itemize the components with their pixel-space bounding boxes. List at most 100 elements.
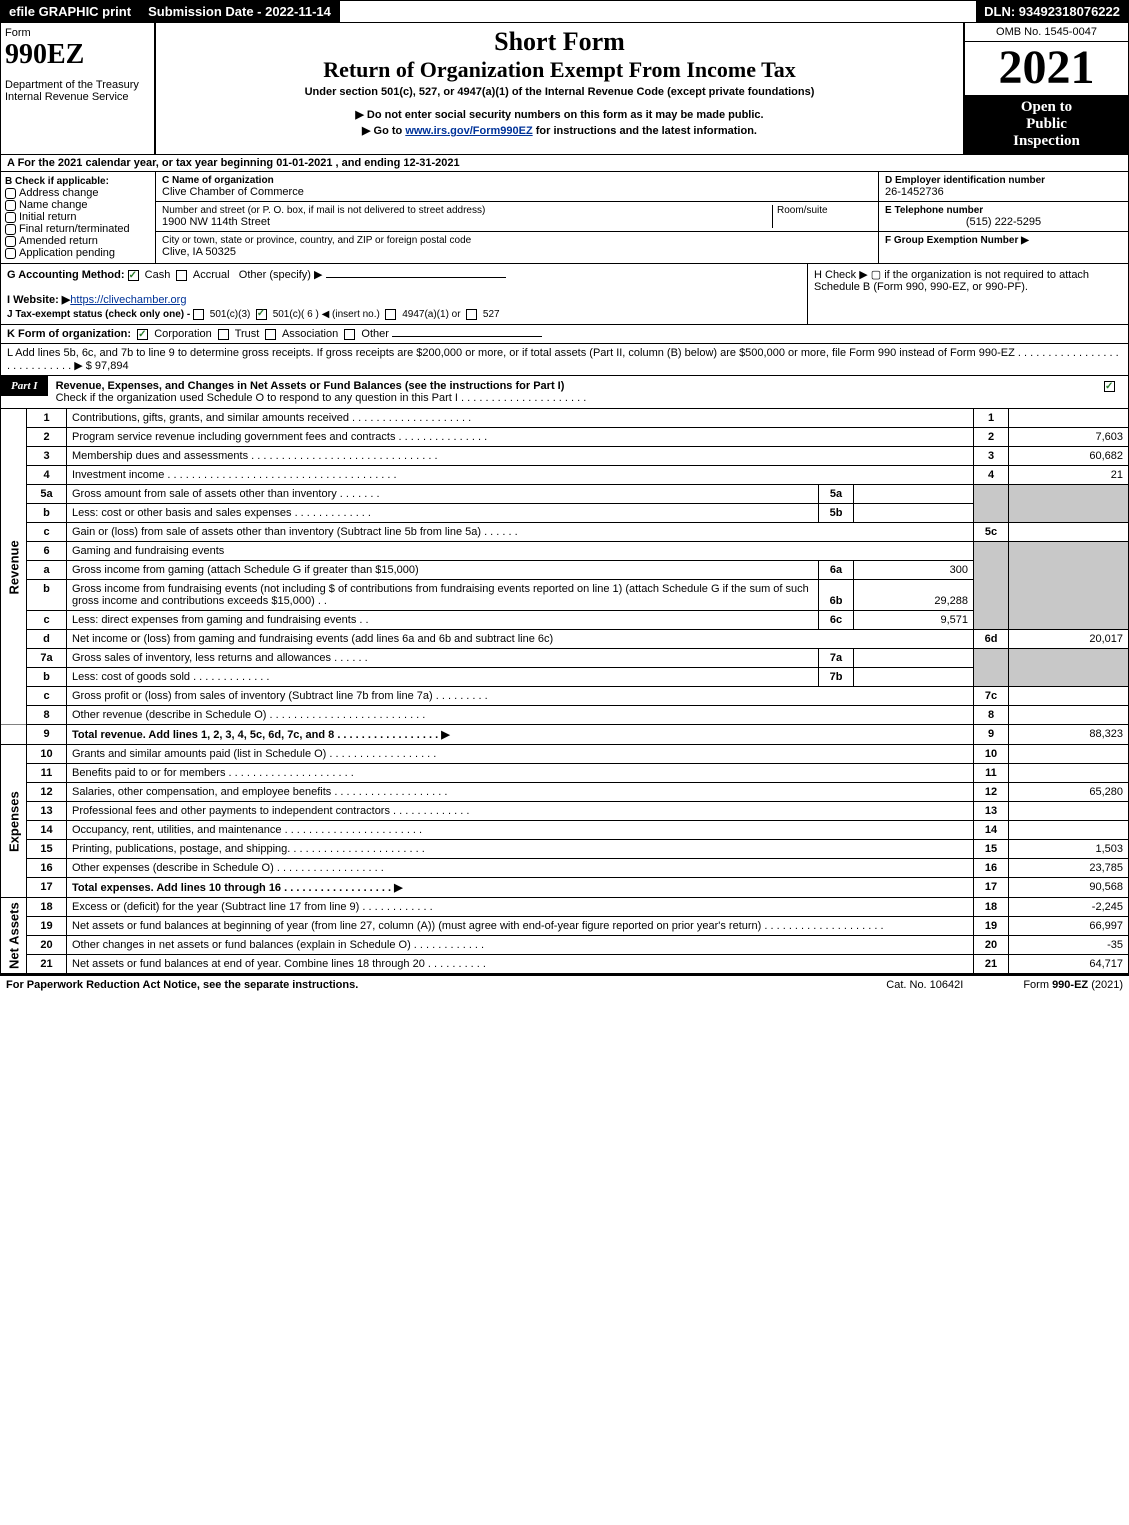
main-info-block: B Check if applicable: Address change Na…	[0, 172, 1129, 264]
form-word: Form	[5, 27, 150, 39]
ln-7c-desc: Gross profit or (loss) from sales of inv…	[67, 687, 974, 706]
grey-6	[974, 542, 1009, 630]
open-public-inspection: Open to Public Inspection	[965, 94, 1128, 154]
j-label: J Tax-exempt status (check only one) -	[7, 309, 193, 320]
ln-10-no: 10	[27, 745, 67, 764]
ln-6d-val: 20,017	[1009, 630, 1129, 649]
ln-15-no: 15	[27, 840, 67, 859]
ln-1-desc: Contributions, gifts, grants, and simila…	[67, 409, 974, 428]
efile-label[interactable]: efile GRAPHIC print	[1, 1, 140, 22]
row-l: L Add lines 5b, 6c, and 7b to line 9 to …	[0, 344, 1129, 376]
row-gh: G Accounting Method: Cash Accrual Other …	[0, 264, 1129, 325]
open-2: Public	[969, 116, 1124, 133]
cb-other-org[interactable]	[344, 329, 355, 340]
ln-12-no: 12	[27, 783, 67, 802]
row-a-tax-year: A For the 2021 calendar year, or tax yea…	[0, 155, 1129, 172]
c-addr-label: Number and street (or P. O. box, if mail…	[162, 205, 772, 216]
cb-501c[interactable]	[256, 309, 267, 320]
org-address: 1900 NW 114th Street	[162, 216, 772, 228]
cb-name-change[interactable]: Name change	[5, 199, 151, 211]
irs-label: Internal Revenue Service	[5, 91, 150, 103]
part-i-title: Revenue, Expenses, and Changes in Net As…	[48, 376, 1094, 408]
ln-14-desc: Occupancy, rent, utilities, and maintena…	[67, 821, 974, 840]
cb-trust[interactable]	[218, 329, 229, 340]
grey-5	[974, 485, 1009, 523]
ln-8-desc: Other revenue (describe in Schedule O) .…	[67, 706, 974, 725]
ln-17-no: 17	[27, 878, 67, 898]
form-header: Form 990EZ Department of the Treasury In…	[0, 23, 1129, 155]
i-label: I Website: ▶	[7, 294, 70, 306]
ln-11-desc: Benefits paid to or for members . . . . …	[67, 764, 974, 783]
footer-right: Form 990-EZ (2021)	[1023, 979, 1123, 991]
part-i-label: Part I	[1, 376, 48, 396]
ln-19-no: 19	[27, 917, 67, 936]
cb-amended-return[interactable]: Amended return	[5, 235, 151, 247]
cb-accrual[interactable]	[176, 270, 187, 281]
cb-association[interactable]	[265, 329, 276, 340]
part-i-title-text: Revenue, Expenses, and Changes in Net As…	[56, 380, 565, 392]
ln-6d-desc: Net income or (loss) from gaming and fun…	[67, 630, 974, 649]
i-website: I Website: ▶https://clivechamber.org	[7, 293, 801, 306]
g-label: G Accounting Method:	[7, 269, 125, 281]
ln-6a-no: a	[27, 561, 67, 580]
e-label: E Telephone number	[885, 205, 1122, 216]
ln-7c-colno: 7c	[974, 687, 1009, 706]
ln-17-val: 90,568	[1009, 878, 1129, 898]
ln-15-desc: Printing, publications, postage, and shi…	[67, 840, 974, 859]
ln-14-val	[1009, 821, 1129, 840]
ln-4-val: 21	[1009, 466, 1129, 485]
open-1: Open to	[969, 99, 1124, 116]
cb-address-change[interactable]: Address change	[5, 187, 151, 199]
ln-16-desc: Other expenses (describe in Schedule O) …	[67, 859, 974, 878]
netassets-section-label: Net Assets	[1, 898, 27, 974]
ln-5b-desc: Less: cost or other basis and sales expe…	[67, 504, 819, 523]
cb-501c3[interactable]	[193, 309, 204, 320]
irs-link[interactable]: www.irs.gov/Form990EZ	[405, 125, 532, 137]
ln-1-val	[1009, 409, 1129, 428]
ln-6b-desc: Gross income from fundraising events (no…	[67, 580, 819, 611]
ln-6c-subno: 6c	[819, 611, 854, 630]
ln-6d-colno: 6d	[974, 630, 1009, 649]
ln-2-no: 2	[27, 428, 67, 447]
ln-10-desc: Grants and similar amounts paid (list in…	[67, 745, 974, 764]
c-city-label: City or town, state or province, country…	[162, 235, 872, 246]
ln-1-colno: 1	[974, 409, 1009, 428]
b-label: B Check if applicable:	[5, 176, 151, 187]
ln-2-colno: 2	[974, 428, 1009, 447]
ln-5a-subval	[854, 485, 974, 504]
d-label: D Employer identification number	[885, 175, 1122, 186]
ln-4-desc: Investment income . . . . . . . . . . . …	[67, 466, 974, 485]
cb-application-pending[interactable]: Application pending	[5, 247, 151, 259]
cb-corporation[interactable]	[137, 329, 148, 340]
org-city: Clive, IA 50325	[162, 246, 872, 258]
cb-cash[interactable]	[128, 270, 139, 281]
ln-17-desc: Total expenses. Add lines 10 through 16 …	[67, 878, 974, 898]
ln-6b-subno: 6b	[819, 580, 854, 611]
ln-3-colno: 3	[974, 447, 1009, 466]
cb-final-return[interactable]: Final return/terminated	[5, 223, 151, 235]
submission-date: Submission Date - 2022-11-14	[140, 1, 340, 22]
section-h: H Check ▶ ▢ if the organization is not r…	[808, 264, 1128, 324]
ln-5c-no: c	[27, 523, 67, 542]
ln-3-desc: Membership dues and assessments . . . . …	[67, 447, 974, 466]
ln-14-colno: 14	[974, 821, 1009, 840]
ln-8-colno: 8	[974, 706, 1009, 725]
ln-13-no: 13	[27, 802, 67, 821]
ln-11-colno: 11	[974, 764, 1009, 783]
cb-4947[interactable]	[385, 309, 396, 320]
ln-20-colno: 20	[974, 936, 1009, 955]
ln-9-no: 9	[27, 725, 67, 745]
ln-6d-no: d	[27, 630, 67, 649]
page-footer: For Paperwork Reduction Act Notice, see …	[0, 974, 1129, 994]
ln-7b-no: b	[27, 668, 67, 687]
cb-527[interactable]	[466, 309, 477, 320]
ln-8-val	[1009, 706, 1129, 725]
cb-initial-return[interactable]: Initial return	[5, 211, 151, 223]
ln-5c-colno: 5c	[974, 523, 1009, 542]
ln-21-desc: Net assets or fund balances at end of ye…	[67, 955, 974, 974]
website-link[interactable]: https://clivechamber.org	[70, 294, 186, 306]
ln-16-val: 23,785	[1009, 859, 1129, 878]
ln-14-no: 14	[27, 821, 67, 840]
ln-20-val: -35	[1009, 936, 1129, 955]
cb-schedule-o[interactable]	[1104, 381, 1115, 392]
